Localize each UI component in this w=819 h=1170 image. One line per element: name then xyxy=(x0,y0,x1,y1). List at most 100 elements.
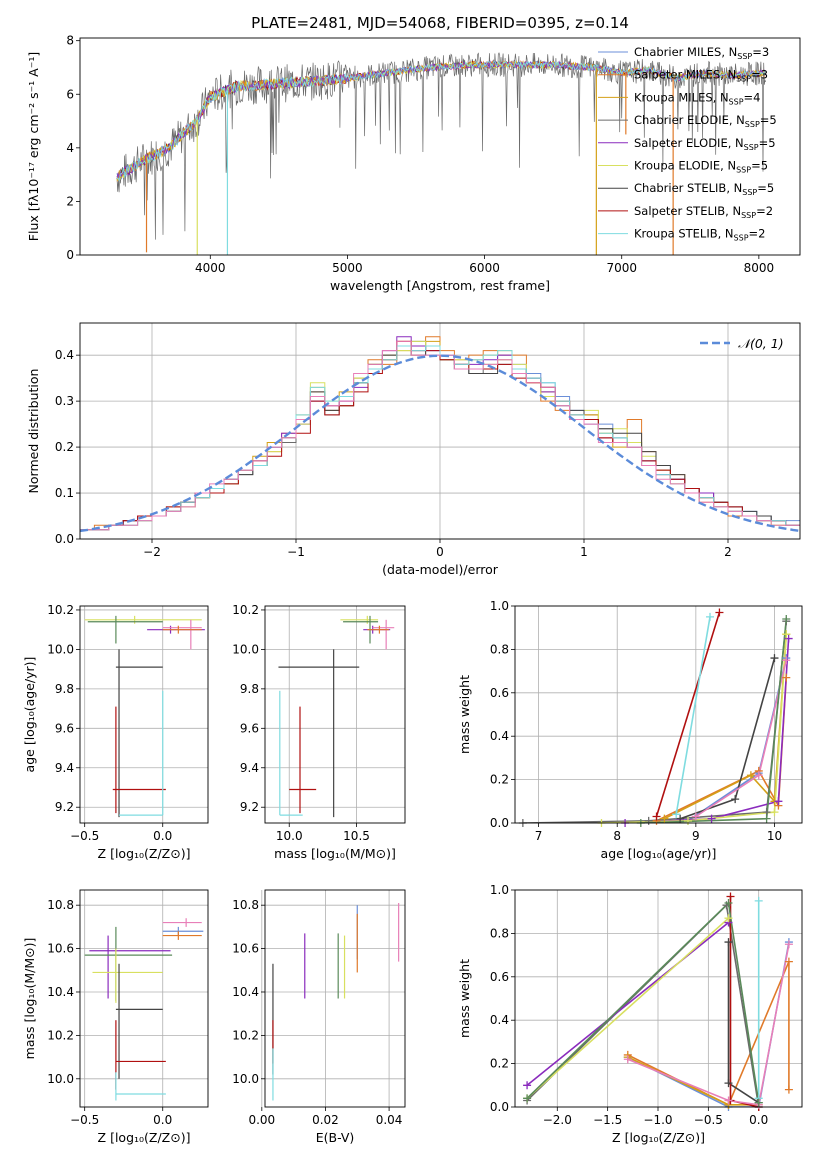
axes-frame xyxy=(79,322,801,540)
data-point-marker xyxy=(770,808,779,817)
data-point-marker xyxy=(782,630,791,639)
y-tick-label: 0.6 xyxy=(490,970,509,984)
spectrum-line-kroupa_stelib xyxy=(116,60,766,182)
legend-label: Salpeter ELODIE, NSSP=5 xyxy=(634,136,776,152)
residuals-histogram-panel: −2 −1 0 1 2 0.0 0.1 0.2 0.3 0.4 𝒩(0, 1) (data-model… xyxy=(26,322,801,577)
mass-vs-ebv-panel: 0.00 0.02 0.04 10.0 10.2 10.4 10.6 10.8 E(B-V) xyxy=(232,889,406,1145)
y-tick-label: 10.2 xyxy=(232,1028,259,1042)
plot-area xyxy=(84,918,204,1101)
data-point-marker xyxy=(754,1098,763,1107)
mass-weight-line-kroupa_elodie xyxy=(601,634,788,823)
axes-frame xyxy=(264,889,406,1108)
legend-label: Kroupa STELIB, NSSP=2 xyxy=(634,227,765,243)
legend-label: Chabrier STELIB, NSSP=5 xyxy=(634,181,774,197)
x-tick-label: 0.02 xyxy=(312,1113,339,1127)
y-tick-label: 10.2 xyxy=(232,603,259,617)
data-point-marker xyxy=(715,608,724,617)
mass-weight-vs-metallicity-panel: −2.0 −1.5 −1.0 −0.5 0.0 0.0 0.2 0.4 0.6 0.8 1.0 Z [… xyxy=(457,883,803,1145)
x-tick-label: −0.5 xyxy=(70,829,99,843)
mass-weight-line-pink xyxy=(627,944,790,1106)
y-tick-label: 0.0 xyxy=(55,532,74,546)
data-point-marker xyxy=(724,1096,733,1105)
figure-title: PLATE=2481, MJD=54068, FIBERID=0395, z=0… xyxy=(251,14,629,32)
data-point-marker xyxy=(784,940,793,949)
y-tick-label: 0.0 xyxy=(490,816,509,830)
y-tick-label: 9.4 xyxy=(240,761,259,775)
mass-weight-line-salpeter_elodie xyxy=(526,921,730,1086)
x-axis-label: Z [log₁₀(Z/Z⊙)] xyxy=(98,846,191,861)
data-point-marker xyxy=(731,795,740,804)
data-point-marker xyxy=(770,654,779,663)
y-axis-label: Flux [fλ10⁻¹⁷ erg cm⁻² s⁻¹ A⁻¹] xyxy=(26,52,41,241)
x-tick-label: −0.5 xyxy=(694,1113,723,1127)
y-tick-label: 0.1 xyxy=(55,486,74,500)
data-point-marker xyxy=(754,896,763,905)
axes-frame xyxy=(79,605,209,824)
axes: −0.5 0.0 10.0 10.2 10.4 10.6 10.8 xyxy=(47,890,208,1127)
age-vs-metallicity-panel: −0.5 0.0 9.2 9.4 9.6 9.8 10.0 10.2 Z [log₁₀(Z/Z⊙… xyxy=(22,603,209,861)
y-tick-label: 10.0 xyxy=(47,1072,74,1086)
y-tick-label: 0.4 xyxy=(490,1013,509,1027)
x-tick-label: 0.0 xyxy=(153,1113,172,1127)
data-point-marker xyxy=(724,1079,733,1088)
y-tick-label: 0.3 xyxy=(55,394,74,408)
axes-frame xyxy=(264,605,406,824)
legend: Chabrier MILES, NSSP=3 Salpeter MILES, NS… xyxy=(598,45,777,243)
x-tick-label: −2.0 xyxy=(543,1113,572,1127)
data-point-marker xyxy=(746,771,755,780)
axes-frame xyxy=(514,889,803,1108)
data-point-marker xyxy=(660,814,669,823)
y-tick-label: 10.0 xyxy=(232,1072,259,1086)
y-tick-label: 9.8 xyxy=(55,682,74,696)
y-tick-label: 10.8 xyxy=(232,898,259,912)
y-tick-label: 1.0 xyxy=(490,883,509,897)
y-tick-label: 0.8 xyxy=(490,642,509,656)
y-axis-label: mass weight xyxy=(457,675,472,754)
y-tick-label: 2 xyxy=(66,194,74,208)
legend-label: Salpeter STELIB, NSSP=2 xyxy=(634,204,773,220)
y-tick-label: 0.0 xyxy=(490,1100,509,1114)
x-axis-label: mass [log₁₀(M/M⊙)] xyxy=(274,846,396,861)
data-point-marker xyxy=(623,1055,632,1064)
legend: 𝒩(0, 1) xyxy=(700,336,784,351)
y-tick-label: 9.6 xyxy=(240,721,259,735)
y-tick-label: 10.2 xyxy=(47,603,74,617)
x-tick-label: 7 xyxy=(535,829,543,843)
y-tick-label: 10.4 xyxy=(232,985,259,999)
mass-weight-line-kroupa_stelib xyxy=(675,616,711,815)
y-tick-label: 10.6 xyxy=(232,942,259,956)
data-point-marker xyxy=(724,938,733,947)
x-tick-label: 2 xyxy=(724,545,732,559)
y-axis-label: age [log₁₀(age/yr)] xyxy=(22,657,37,773)
y-tick-label: 10.6 xyxy=(47,942,74,956)
x-tick-label: 5000 xyxy=(332,261,363,275)
x-tick-label: 10.5 xyxy=(343,829,370,843)
x-tick-label: 0.0 xyxy=(153,829,172,843)
data-point-marker xyxy=(724,899,733,908)
x-tick-label: −1.5 xyxy=(593,1113,622,1127)
data-point-marker xyxy=(652,812,661,821)
x-tick-label: 0.00 xyxy=(248,1113,275,1127)
data-point-marker xyxy=(724,914,733,923)
y-tick-label: 0.8 xyxy=(490,926,509,940)
data-point-marker xyxy=(762,814,771,823)
y-tick-label: 0.4 xyxy=(55,348,74,362)
mass-weight-line-kroupa_elodie xyxy=(526,917,730,1099)
plot-area xyxy=(278,615,395,818)
histogram-step-pink xyxy=(80,340,800,531)
axes-frame xyxy=(79,889,209,1108)
normal-curve xyxy=(80,354,800,533)
data-point-marker xyxy=(782,673,791,682)
y-axis-label: mass weight xyxy=(457,959,472,1038)
axes-frame xyxy=(79,37,801,256)
plot-area xyxy=(116,52,767,255)
x-axis-label: E(B-V) xyxy=(316,1130,355,1145)
data-point-marker xyxy=(644,816,653,825)
y-tick-label: 1.0 xyxy=(490,599,509,613)
y-tick-label: 10.4 xyxy=(47,985,74,999)
y-tick-label: 9.2 xyxy=(240,800,259,814)
data-point-marker xyxy=(676,814,685,823)
data-point-marker xyxy=(784,1085,793,1094)
x-axis-label: wavelength [Angstrom, rest frame] xyxy=(330,278,550,293)
